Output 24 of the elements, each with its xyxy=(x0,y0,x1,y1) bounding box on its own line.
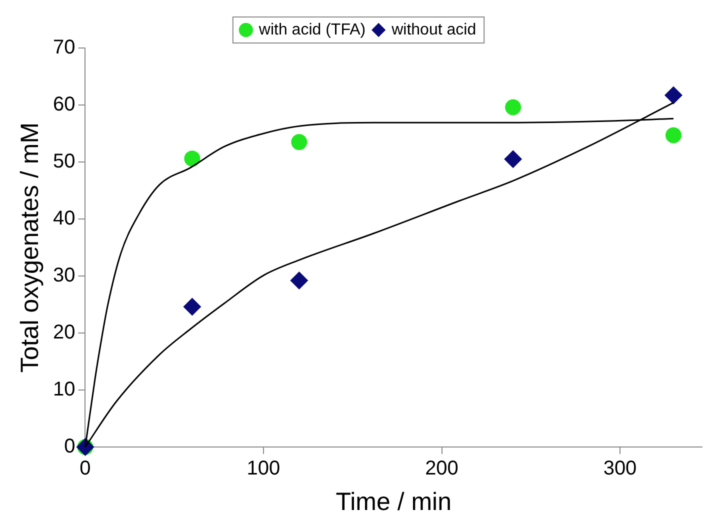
y-tick-label: 60 xyxy=(52,94,76,116)
x-tick-label: 300 xyxy=(603,458,637,480)
x-axis-title: Time / min xyxy=(336,488,452,516)
legend-label: without acid xyxy=(390,21,476,38)
y-axis-title: Total oxygenates / mM xyxy=(16,122,44,373)
y-tick-label: 40 xyxy=(52,208,76,230)
y-tick-label: 70 xyxy=(52,36,76,59)
point xyxy=(665,127,682,144)
y-tick-label: 20 xyxy=(52,322,76,344)
y-tick-label: 0 xyxy=(64,436,76,458)
y-tick-label: 30 xyxy=(52,264,76,287)
point xyxy=(291,134,308,150)
x-tick-label: 0 xyxy=(80,458,91,480)
point xyxy=(183,298,202,316)
point xyxy=(664,86,682,104)
point xyxy=(504,150,522,168)
point xyxy=(505,99,522,116)
y-tick-label: 50 xyxy=(52,150,76,173)
x-tick-label: 200 xyxy=(425,458,458,480)
point xyxy=(290,272,308,290)
y-tick-label: 10 xyxy=(52,378,76,401)
point xyxy=(184,150,200,167)
legend-label: with acid (TFA) xyxy=(258,21,366,38)
x-tick-label: 100 xyxy=(246,458,280,480)
